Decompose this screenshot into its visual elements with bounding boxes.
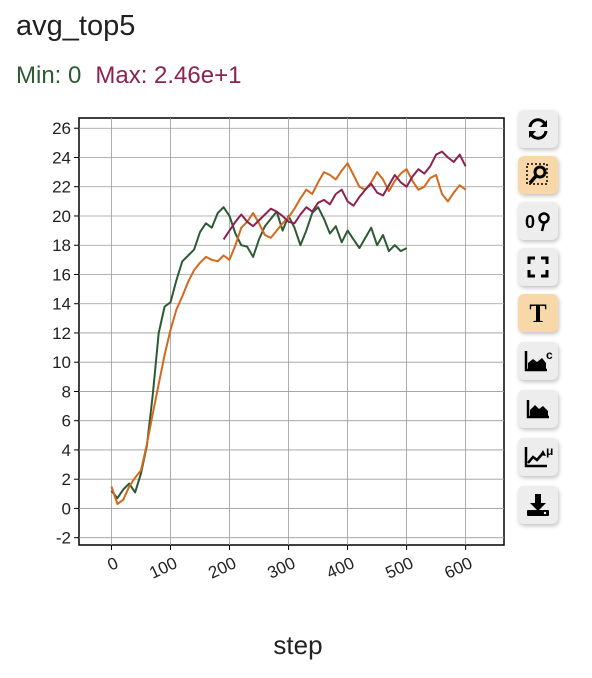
x-tick-label: 200 — [205, 553, 239, 582]
y-tick-label: 0 — [62, 499, 71, 518]
y-tick-label: 24 — [52, 148, 71, 167]
y-tick-label: 18 — [52, 236, 71, 255]
chart-title: avg_top5 — [16, 10, 136, 42]
svg-text:T: T — [529, 300, 546, 326]
refresh-button[interactable] — [518, 110, 558, 148]
text-toggle-icon: T — [529, 300, 546, 326]
max-value: Max: 2.46e+1 — [95, 62, 242, 89]
y-tick-label: 8 — [62, 382, 71, 401]
x-tick-label: 0 — [105, 553, 122, 574]
y-tick-label: 20 — [52, 207, 71, 226]
zoom-select-icon — [526, 163, 548, 185]
min-value: Min: 0 — [16, 62, 82, 89]
x-tick-label: 600 — [442, 553, 476, 582]
fullscreen-icon — [527, 256, 549, 278]
y-tick-label: 4 — [62, 441, 71, 460]
chart-smooth-button[interactable]: c — [518, 342, 558, 380]
chart-mean-button[interactable]: μ — [518, 438, 558, 476]
y-tick-label: 6 — [62, 412, 71, 431]
y-tick-label: 16 — [52, 265, 71, 284]
text-toggle-button[interactable]: T — [518, 294, 558, 332]
chart-smooth-icon: c — [524, 348, 553, 372]
plot-frame — [78, 117, 505, 546]
chart-series — [110, 150, 467, 506]
x-axis-label: step — [273, 630, 323, 660]
zoom-select-button[interactable] — [518, 156, 558, 194]
download-icon — [527, 494, 549, 516]
series-line-2[interactable] — [110, 162, 467, 506]
refresh-icon — [528, 118, 548, 140]
series-line-3[interactable] — [222, 150, 467, 240]
y-tick-label: 12 — [52, 324, 71, 343]
y-tick-label: 10 — [52, 353, 71, 372]
series-line-1[interactable] — [110, 206, 408, 500]
zoom-reset-icon: 0 — [525, 212, 550, 232]
fullscreen-button[interactable] — [518, 248, 558, 286]
area-chart-icon — [526, 400, 549, 419]
y-tick-label: -2 — [56, 529, 71, 548]
area-chart-button[interactable] — [518, 390, 558, 428]
min-max-readout: Min: 0 Max: 2.46e+1 — [16, 62, 241, 90]
y-tick-label: 2 — [62, 470, 71, 489]
svg-text:c: c — [546, 348, 553, 362]
download-button[interactable] — [518, 486, 558, 524]
y-tick-label: 22 — [52, 178, 71, 197]
y-tick-label: 26 — [52, 119, 71, 138]
chart-mean-icon: μ — [524, 444, 553, 468]
y-tick-label: 14 — [52, 295, 71, 314]
chart-grid — [78, 117, 505, 546]
svg-text:μ: μ — [546, 444, 553, 458]
x-tick-label: 500 — [383, 553, 417, 582]
x-tick-label: 400 — [324, 553, 358, 582]
x-tick-label: 100 — [146, 553, 180, 582]
x-tick-label: 300 — [264, 553, 298, 582]
zoom-reset-button[interactable]: 0 — [518, 202, 558, 240]
svg-text:0: 0 — [525, 212, 535, 232]
